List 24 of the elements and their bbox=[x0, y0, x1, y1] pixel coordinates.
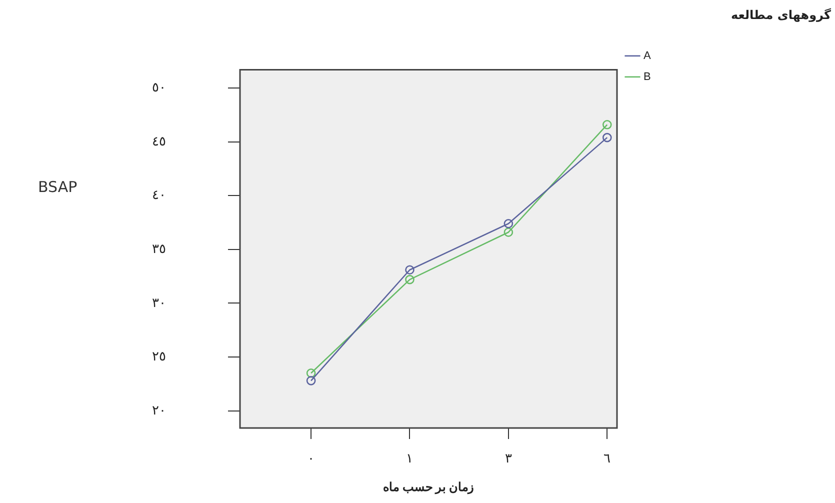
y-tick-label: ٤٠ bbox=[152, 187, 166, 202]
x-tick-label: ١ bbox=[406, 450, 414, 466]
legend-title: گروههای مطالعه bbox=[730, 8, 831, 22]
y-axis-title: BSAP bbox=[38, 178, 78, 196]
point bbox=[602, 120, 612, 130]
y-tick-label: ٢٥ bbox=[152, 348, 166, 364]
legend-label: A bbox=[644, 50, 652, 62]
point bbox=[405, 274, 414, 284]
x-tick-label: ٦ bbox=[604, 450, 611, 466]
point bbox=[504, 218, 514, 228]
x-axis-title: زمان بر حسب ماه bbox=[382, 480, 474, 496]
y-tick-label: ٢٠ bbox=[152, 402, 166, 418]
y-tick-label: ٤٥ bbox=[152, 133, 166, 148]
x-tick-label: ٠ bbox=[308, 450, 315, 466]
point bbox=[602, 132, 612, 142]
y-tick-label: ٥٠ bbox=[152, 80, 166, 95]
point bbox=[306, 376, 316, 386]
point bbox=[306, 368, 316, 378]
point bbox=[405, 265, 414, 275]
y-tick-label: ٣٠ bbox=[152, 294, 166, 310]
legend-label: B bbox=[644, 70, 651, 83]
point bbox=[504, 228, 514, 237]
y-tick-label: ٣٥ bbox=[152, 241, 166, 256]
x-tick-label: ٣ bbox=[504, 450, 512, 466]
